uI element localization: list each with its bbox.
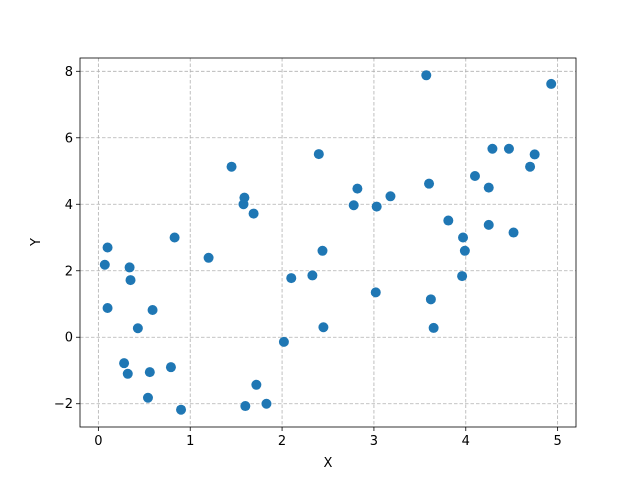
data-point — [286, 273, 297, 284]
data-point — [99, 259, 110, 270]
data-point — [318, 322, 329, 333]
data-point — [428, 322, 439, 333]
data-point — [169, 232, 180, 243]
data-point — [443, 215, 454, 226]
data-point — [248, 208, 259, 219]
data-point — [142, 392, 153, 403]
data-point — [251, 379, 262, 390]
x-axis-label: X — [324, 456, 333, 471]
data-point — [483, 219, 494, 230]
data-point — [458, 232, 469, 243]
data-point — [102, 302, 113, 313]
x-tick-label: 3 — [370, 434, 378, 449]
data-point — [469, 171, 480, 182]
data-point — [457, 271, 468, 282]
data-point — [313, 149, 324, 160]
y-axis-label: Y — [29, 238, 44, 247]
y-tick-label: 6 — [65, 131, 73, 146]
y-tick-label: −2 — [54, 397, 73, 412]
data-point — [546, 78, 557, 89]
data-point — [529, 149, 540, 160]
data-point — [421, 70, 432, 81]
data-point — [261, 398, 272, 409]
plot-frame — [79, 57, 577, 428]
data-point — [425, 294, 436, 305]
x-tick-label: 1 — [186, 434, 194, 449]
data-point — [525, 161, 536, 172]
scatter-points — [99, 70, 557, 415]
data-point — [348, 200, 359, 211]
data-point — [122, 368, 133, 379]
data-point — [317, 245, 328, 256]
data-point — [424, 178, 435, 189]
x-tick-label: 5 — [553, 434, 561, 449]
data-point — [165, 362, 176, 373]
data-point — [102, 242, 113, 253]
data-point — [371, 201, 382, 212]
data-point — [483, 182, 494, 193]
data-point — [144, 367, 155, 378]
data-point — [307, 270, 318, 281]
data-point — [487, 143, 498, 154]
data-point — [147, 304, 158, 315]
data-point — [352, 183, 363, 194]
data-point — [125, 275, 136, 286]
y-tick-label: 2 — [65, 264, 73, 279]
y-tick-label: 0 — [65, 331, 73, 346]
grid — [80, 58, 576, 427]
y-tick-label: 4 — [65, 198, 73, 213]
x-tick-label: 4 — [462, 434, 470, 449]
data-point — [226, 161, 237, 172]
data-point — [508, 227, 519, 238]
data-point — [278, 336, 289, 347]
data-point — [370, 287, 381, 298]
data-point — [124, 262, 135, 273]
data-point — [176, 404, 187, 415]
x-tick-label: 2 — [278, 434, 286, 449]
data-point — [385, 191, 396, 202]
data-point — [503, 143, 514, 154]
data-point — [119, 358, 130, 369]
x-tick-label: 0 — [94, 434, 102, 449]
data-point — [240, 401, 251, 412]
y-tick-label: 8 — [65, 65, 73, 80]
data-point — [459, 245, 470, 256]
data-point — [132, 323, 143, 334]
data-point — [239, 192, 250, 203]
data-point — [203, 252, 214, 263]
axis-ticks: 0 1 2 3 4 5 −2 0 2 4 6 8 — [54, 65, 562, 449]
